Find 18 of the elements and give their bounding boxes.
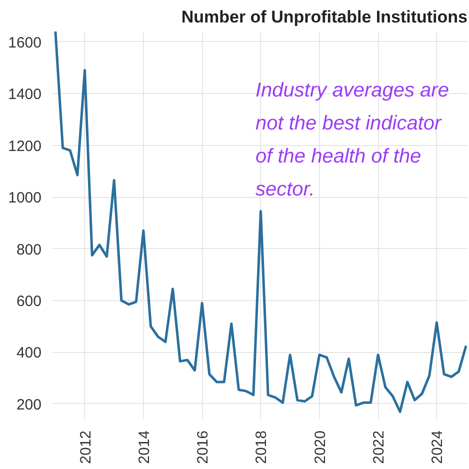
y-tick-label: 200: [16, 396, 42, 414]
x-tick-label: 2022: [370, 430, 388, 464]
chart-title: Number of Unprofitable Institutions: [181, 8, 468, 26]
y-tick-label: 800: [16, 241, 42, 258]
y-tick-label: 1200: [8, 138, 42, 155]
y-tick-label: 1000: [8, 190, 42, 207]
x-tick-label: 2018: [253, 430, 270, 464]
x-tick-label: 2024: [429, 430, 446, 464]
x-tick-label: 2016: [194, 430, 212, 464]
line-series: [54, 32, 468, 413]
y-tick-label: 600: [16, 293, 42, 310]
x-tick-label: 2014: [136, 430, 153, 464]
x-tick-label: 2012: [77, 430, 94, 464]
y-tick-label: 1400: [8, 86, 42, 104]
y-tick-label: 1600: [8, 34, 42, 52]
annotation: Industry averages are not the best indicator of the health of the sector.: [256, 80, 449, 200]
x-tick-label: 2020: [312, 430, 329, 464]
y-tick-label: 400: [16, 344, 42, 362]
